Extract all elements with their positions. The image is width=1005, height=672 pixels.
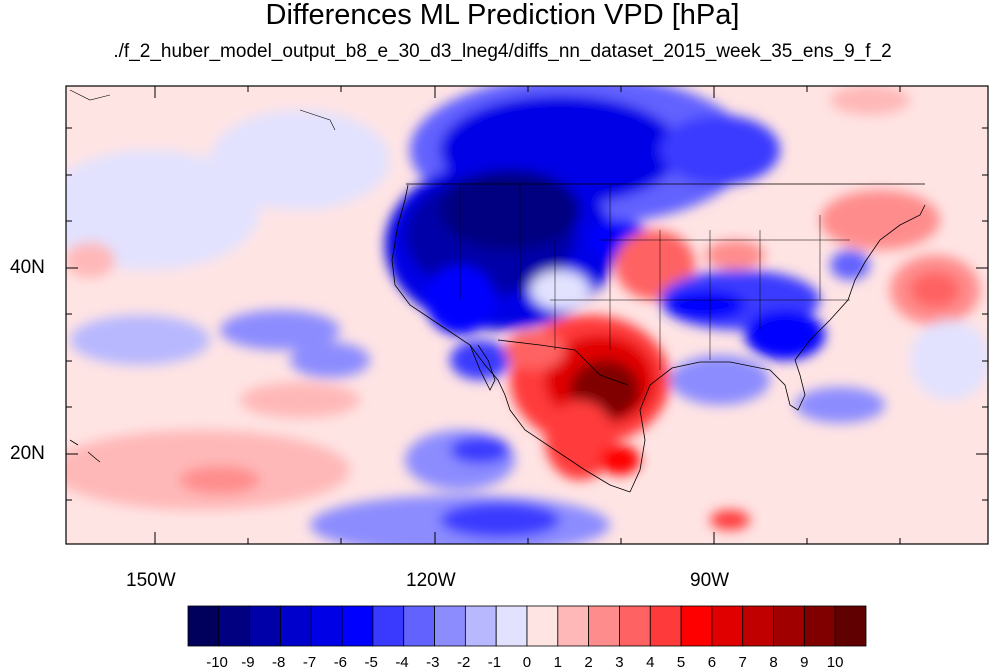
colorbar-label: 4 [646, 654, 655, 671]
colorbar-swatch [372, 605, 405, 647]
colorbar-swatch [434, 605, 466, 647]
region-north-pacific [66, 150, 260, 270]
colorbar-swatch [403, 605, 435, 647]
field-layer [66, 86, 988, 544]
colorbar-label: -3 [426, 654, 440, 671]
colorbar-label: 1 [553, 654, 562, 671]
colorbar-swatch [803, 605, 836, 647]
colorbar-swatch [742, 605, 774, 647]
colorbar-label: 10 [826, 654, 844, 671]
colorbar-label: 2 [584, 654, 593, 671]
colorbar-label: -7 [302, 654, 317, 671]
x-tick-label-120w: 120W [406, 570, 456, 591]
axis-ticks [66, 86, 988, 544]
colorbar-label: 8 [769, 654, 778, 671]
colorbar-label: 3 [615, 654, 624, 671]
y-tick-label-40n: 40N [10, 257, 45, 278]
colorbar-swatch [218, 605, 251, 647]
pacific-coastline [391, 184, 631, 493]
colorbar-swatch [773, 605, 805, 647]
region-northeast-us [820, 190, 940, 250]
colorbar-label: 9 [800, 654, 809, 671]
colorbar-swatch [187, 605, 220, 647]
coastlines [69, 89, 926, 493]
x-tick-label-150w: 150W [126, 570, 176, 591]
colorbar-label: -2 [456, 654, 471, 671]
colorbar-label: -9 [241, 654, 255, 671]
colorbar-swatch [310, 605, 343, 647]
colorbar-label: 5 [676, 654, 686, 671]
colorbar-swatch [280, 605, 312, 647]
colorbar-swatch [711, 605, 744, 647]
colorbar-swatch [649, 605, 682, 647]
colorbar-swatch [526, 605, 559, 647]
colorbar-label: -1 [487, 654, 502, 671]
x-tick-label-90w: 90W [690, 570, 730, 591]
y-tick-label-20n: 20N [10, 443, 45, 464]
colorbar [187, 605, 867, 647]
colorbar-label: -10 [206, 654, 228, 671]
region-central-pacific [70, 315, 210, 365]
region-central-us [615, 230, 695, 300]
colorbar-swatch [680, 605, 713, 647]
gulf-atlantic-coastline [629, 204, 926, 493]
colorbar-swatch [249, 605, 281, 647]
colorbar-swatch [588, 605, 620, 647]
colorbar-label: -5 [364, 654, 378, 671]
colorbar-label: -8 [272, 654, 286, 671]
colorbar-label: 0 [522, 654, 532, 671]
colorbar-swatch [464, 605, 497, 647]
colorbar-label: 7 [738, 654, 747, 671]
colorbar-label: -4 [395, 654, 409, 671]
colorbar-swatch [495, 605, 528, 647]
colorbar-swatch [834, 605, 867, 647]
hawaii-outline [69, 439, 101, 463]
colorbar-label: -6 [333, 654, 348, 671]
us-mexico-border [497, 339, 629, 386]
chart-subtitle: ./f_2_huber_model_output_b8_e_30_d3_lneg… [113, 41, 892, 62]
colorbar-label: 6 [707, 654, 717, 671]
colorbar-swatch [341, 605, 374, 647]
colorbar-swatch [557, 605, 590, 647]
chart-title: Differences ML Prediction VPD [hPa] [265, 0, 740, 31]
plot-frame [65, 85, 989, 545]
colorbar-swatch [619, 605, 651, 647]
